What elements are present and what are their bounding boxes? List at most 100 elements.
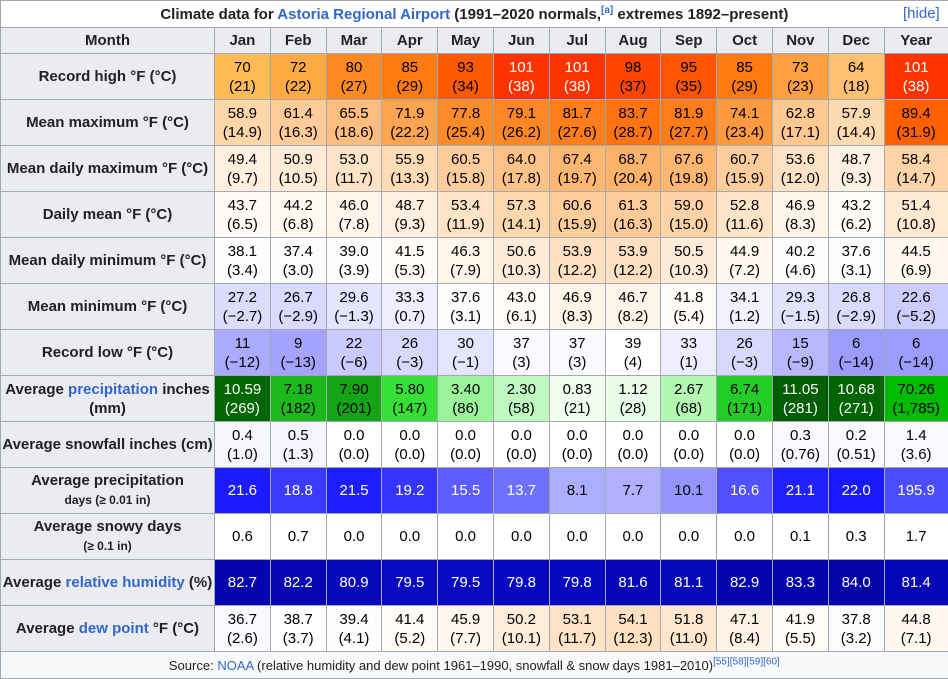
cell-value: 0.0 xyxy=(344,528,365,545)
cell-value: 0.2 xyxy=(846,427,867,444)
cell-value: 39.4 xyxy=(339,611,368,628)
cell-value: 44.5 xyxy=(902,243,931,260)
footnote-link[interactable]: [a] xyxy=(601,5,613,16)
month-cell: 44.9(7.2) xyxy=(717,238,773,284)
cell-value: 84.0 xyxy=(842,574,871,591)
cell-value: 70.26 xyxy=(897,381,935,398)
month-cell: 0.0(0.0) xyxy=(382,422,438,468)
cell-value: 3.40 xyxy=(451,381,480,398)
airport-link[interactable]: Astoria Regional Airport xyxy=(277,6,450,23)
month-cell: 9(−13) xyxy=(270,330,326,376)
cell-secondary-value: (269) xyxy=(225,400,260,417)
reference-links[interactable]: [55][58][59][60] xyxy=(713,656,780,667)
cell-value: 0.0 xyxy=(455,528,476,545)
cell-value: 0.0 xyxy=(678,528,699,545)
source-text: (relative humidity and dew point 1961–19… xyxy=(253,658,713,673)
cell-value: 0.0 xyxy=(734,528,755,545)
cell-secondary-value: (11.6) xyxy=(726,216,764,233)
cell-value: 58.4 xyxy=(902,151,931,168)
cell-value: 53.4 xyxy=(451,197,480,214)
month-cell: 101(38) xyxy=(549,54,605,100)
cell-value: 77.8 xyxy=(451,105,480,122)
cell-value: 71.9 xyxy=(395,105,424,122)
month-cell: 60.5(15.8) xyxy=(438,146,494,192)
cell-secondary-value: (28.7) xyxy=(613,124,652,141)
month-header-aug: Aug xyxy=(605,28,661,54)
cell-secondary-value: (16.3) xyxy=(279,124,318,141)
month-cell: 41.9(5.5) xyxy=(772,606,828,652)
cell-value: 11.05 xyxy=(782,381,818,398)
cell-secondary-value: (281) xyxy=(783,400,818,417)
row-label: Average dew point °F (°C) xyxy=(1,606,215,652)
hide-button[interactable]: hide xyxy=(907,5,935,22)
month-cell: 79.5 xyxy=(438,560,494,606)
cell-secondary-value: (10.5) xyxy=(279,170,318,187)
cell-value: 6 xyxy=(852,335,860,352)
cell-value: 0.0 xyxy=(511,427,532,444)
cell-secondary-value: (14.9) xyxy=(223,124,262,141)
cell-value: 43.2 xyxy=(842,197,871,214)
cell-value: 39 xyxy=(625,335,642,352)
cell-value: 2.30 xyxy=(507,381,536,398)
year-cell: 89.4(31.9) xyxy=(884,100,948,146)
cell-secondary-value: (17.1) xyxy=(781,124,820,141)
month-cell: 82.7 xyxy=(215,560,271,606)
month-cell: 0.7 xyxy=(270,514,326,560)
cell-secondary-value: (7.8) xyxy=(339,216,370,233)
cell-secondary-value: (0.7) xyxy=(394,308,425,325)
cell-secondary-value: (8.2) xyxy=(618,308,649,325)
month-cell: 67.6(19.8) xyxy=(661,146,717,192)
cell-value: 30 xyxy=(457,335,474,352)
month-cell: 73(23) xyxy=(772,54,828,100)
month-cell: 46.7(8.2) xyxy=(605,284,661,330)
month-cell: 26(−3) xyxy=(382,330,438,376)
month-cell: 33.3(0.7) xyxy=(382,284,438,330)
month-cell: 80(27) xyxy=(326,54,382,100)
cell-secondary-value: (10.3) xyxy=(669,262,708,279)
year-cell: 81.4 xyxy=(884,560,948,606)
month-cell: 21.5 xyxy=(326,468,382,514)
month-cell: 95(35) xyxy=(661,54,717,100)
month-cell: 0.0(0.0) xyxy=(605,422,661,468)
cell-secondary-value: (0.51) xyxy=(837,446,876,463)
month-cell: 79.5 xyxy=(382,560,438,606)
cell-secondary-value: (7.1) xyxy=(901,630,932,647)
cell-secondary-value: (−1.5) xyxy=(781,308,821,325)
cell-secondary-value: (58) xyxy=(508,400,535,417)
year-cell: 70.26(1,785) xyxy=(884,376,948,422)
month-cell: 37.6(3.1) xyxy=(438,284,494,330)
month-header-feb: Feb xyxy=(270,28,326,54)
cell-value: 81.9 xyxy=(674,105,703,122)
cell-value: 101 xyxy=(904,59,929,76)
source-row: Source: NOAA (relative humidity and dew … xyxy=(1,652,948,679)
row-label-link[interactable]: dew point xyxy=(79,620,149,637)
cell-value: 38.7 xyxy=(284,611,313,628)
month-cell: 71.9(22.2) xyxy=(382,100,438,146)
month-cell: 19.2 xyxy=(382,468,438,514)
cell-secondary-value: (0.0) xyxy=(450,446,481,463)
month-cell: 0.0 xyxy=(661,514,717,560)
month-cell: 48.7(9.3) xyxy=(382,192,438,238)
cell-value: 29.6 xyxy=(339,289,368,306)
row-label-link[interactable]: precipitation xyxy=(68,381,158,398)
month-cell: 34.1(1.2) xyxy=(717,284,773,330)
month-header-oct: Oct xyxy=(717,28,773,54)
year-cell: 1.4(3.6) xyxy=(884,422,948,468)
month-cell: 50.5(10.3) xyxy=(661,238,717,284)
month-cell: 57.3(14.1) xyxy=(493,192,549,238)
cell-value: 38.1 xyxy=(228,243,257,260)
cell-secondary-value: (11.7) xyxy=(558,630,596,647)
month-cell: 46.9(8.3) xyxy=(549,284,605,330)
cell-secondary-value: (16.3) xyxy=(613,216,652,233)
cell-value: 41.5 xyxy=(395,243,424,260)
month-cell: 0.2 (0.51) xyxy=(828,422,884,468)
month-cell: 27.2(−2.7) xyxy=(215,284,271,330)
cell-value: 22.0 xyxy=(842,482,871,499)
cell-value: 0.0 xyxy=(734,427,755,444)
row-label-link[interactable]: relative humidity xyxy=(66,574,185,591)
noaa-link[interactable]: NOAA xyxy=(217,658,253,673)
month-cell: 79.1(26.2) xyxy=(493,100,549,146)
year-cell: 51.4(10.8) xyxy=(884,192,948,238)
cell-secondary-value: (14.7) xyxy=(897,170,936,187)
